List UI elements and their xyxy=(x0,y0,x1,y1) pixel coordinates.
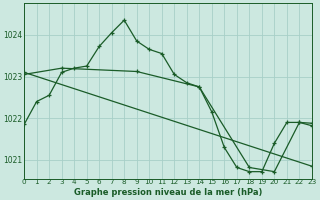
X-axis label: Graphe pression niveau de la mer (hPa): Graphe pression niveau de la mer (hPa) xyxy=(74,188,262,197)
